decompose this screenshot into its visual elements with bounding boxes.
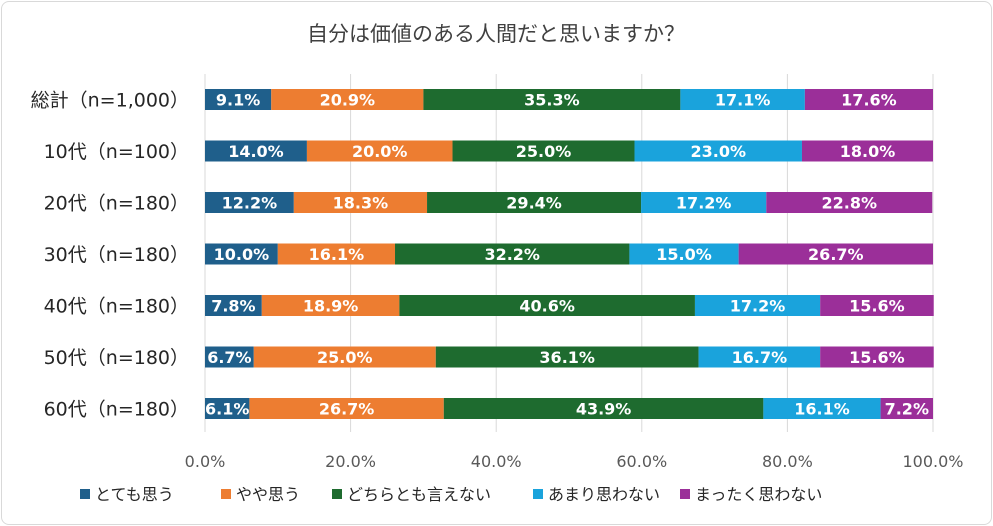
category-label: 40代（n=180） [44,296,189,318]
data-label: 6.1% [205,400,249,419]
data-label: 6.7% [207,348,251,367]
data-label: 12.2% [222,194,278,213]
data-label: 16.7% [732,348,788,367]
bar-segment [205,140,307,162]
data-label: 10.0% [214,245,270,264]
data-label: 26.7% [319,400,375,419]
legend-label: どちらとも言えない [347,485,491,504]
x-axis-ticks: 0.0% 20.0% 40.0% 60.0% 80.0% 100.0% [185,452,964,471]
bar-segment [205,89,272,110]
bar-segment [271,89,424,110]
bar-segment [205,295,262,316]
category-label: 60代（n=180） [44,399,189,421]
data-label: 16.1% [794,400,850,419]
category-labels: 総計（n=1,000） 10代（n=100） 20代（n=180） 30代（n=180… [31,90,189,421]
legend-label: とても思う [95,485,174,504]
data-label: 25.0% [516,142,572,161]
category-label: 10代（n=100） [44,141,189,163]
bar-segment [205,398,250,419]
data-label: 15.6% [849,348,905,367]
bar-segment [629,243,739,265]
legend-swatch [533,489,543,499]
bar-segment [766,192,933,213]
bar-segment [253,346,436,368]
data-label: 25.0% [317,348,373,367]
data-label: 23.0% [690,142,746,161]
data-label: 15.6% [849,297,905,316]
bar-segment [763,398,881,419]
data-label: 7.2% [885,400,929,419]
data-label: 15.0% [656,245,712,264]
legend-label: あまり思わない [548,485,660,504]
bar-segment [443,398,764,419]
data-label: 20.0% [352,142,408,161]
data-label: 29.4% [506,194,562,213]
bar-segment [641,192,767,213]
data-label: 18.3% [333,194,389,213]
data-label: 36.1% [539,348,595,367]
data-label: 35.3% [524,91,580,110]
chart-title: 自分は価値のある人間だと思いますか？ [307,22,685,46]
bar-segment [880,398,933,419]
x-tick-label: 40.0% [471,452,522,471]
x-tick-label: 60.0% [616,452,667,471]
data-label: 17.6% [841,91,897,110]
data-label: 18.9% [303,297,359,316]
legend-swatch [221,489,231,499]
legend-swatch [332,489,342,499]
bar-segment [698,346,821,368]
category-label: 50代（n=180） [44,347,189,369]
legend-swatch [680,489,690,499]
category-label: 30代（n=180） [44,244,189,266]
data-label: 43.9% [576,400,632,419]
bar-segment [694,295,821,316]
bar-segment [423,89,681,110]
data-label: 17.1% [715,91,771,110]
bar-segment [435,346,699,368]
bar-segment [205,192,294,213]
legend-label: やや思う [236,485,300,504]
bar-segment [452,140,635,162]
bar-segment [306,140,453,162]
bar-segment [205,346,254,368]
data-label: 40.6% [519,297,575,316]
x-tick-label: 100.0% [902,452,963,471]
x-tick-label: 20.0% [325,452,376,471]
data-label: 17.2% [730,297,786,316]
bar-segment [801,140,933,162]
legend-swatch [80,489,90,499]
bar-segment [804,89,933,110]
x-tick-label: 80.0% [762,452,813,471]
data-label: 9.1% [216,91,260,110]
bar-segment [277,243,396,265]
data-label: 14.0% [228,142,284,161]
data-label: 20.9% [320,91,376,110]
bar-segment [293,192,428,213]
data-label: 7.8% [211,297,255,316]
bar-segment [249,398,444,419]
data-label: 16.1% [309,245,365,264]
bar-segment [820,346,934,368]
category-label: 総計（n=1,000） [31,90,189,112]
data-label: 26.7% [808,245,864,264]
category-label: 20代（n=180） [44,193,189,215]
data-label: 22.8% [822,194,878,213]
bar-segment [680,89,805,110]
data-label: 18.0% [840,142,896,161]
legend: とても思う やや思う どちらとも言えない あまり思わない まったく思わない [80,485,822,504]
bar-segment [395,243,630,265]
bar-segment [738,243,933,265]
bar-segment [261,295,400,316]
bar-segment [427,192,642,213]
bar-segment [399,295,695,316]
legend-label: まったく思わない [695,485,822,504]
bar-segments: 9.1% 20.9% 35.3% 17.1% 17.6% 14.0% 20.0% 25.0% 2… [205,89,934,419]
bar-segment [634,140,802,162]
data-label: 32.2% [484,245,540,264]
data-label: 17.2% [676,194,732,213]
bar-segment [820,295,934,316]
bar-segment [205,243,278,265]
x-tick-label: 0.0% [185,452,226,471]
